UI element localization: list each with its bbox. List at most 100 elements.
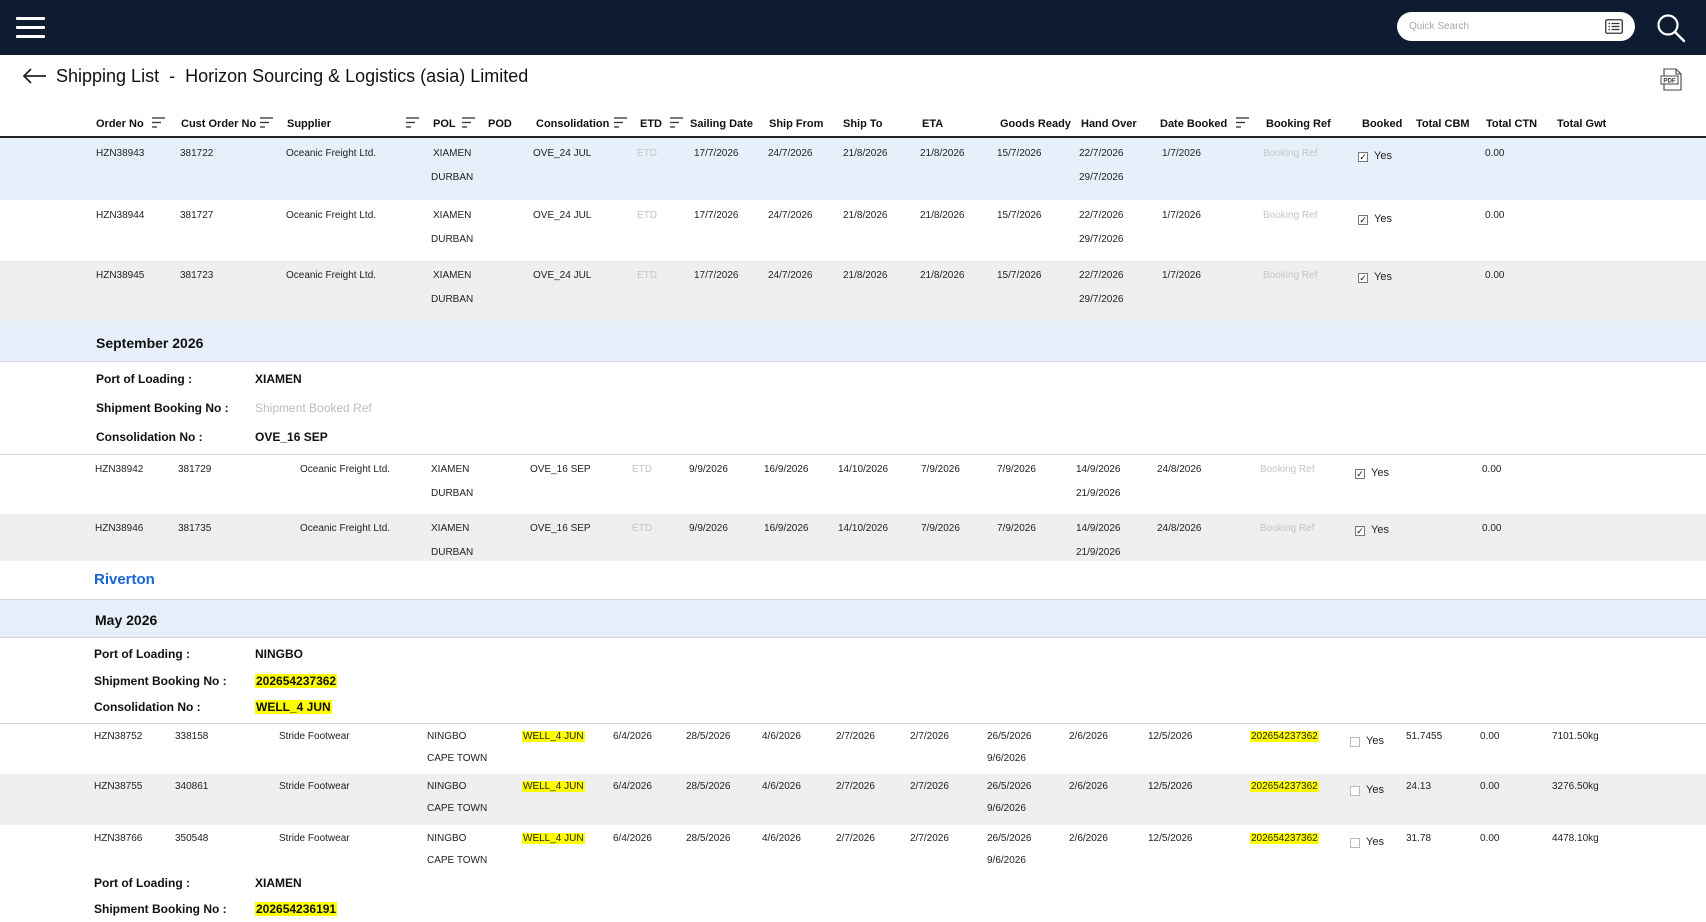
table-row[interactable]: HZN38946 381735 Oceanic Freight Ltd. XIA… (0, 514, 1706, 561)
consolidation: WELL_4 JUN (522, 833, 585, 844)
booking-ref-field[interactable]: Booking Ref (1260, 523, 1315, 534)
col-goods-ready[interactable]: Goods Ready (1000, 118, 1071, 130)
etd-field[interactable]: ETD (637, 270, 657, 281)
pol: XIAMEN (431, 464, 470, 475)
etd-field[interactable]: ETD (637, 148, 657, 159)
order-no[interactable]: HZN38942 (95, 464, 144, 475)
hand-over: 22/7/2026 (1079, 148, 1124, 159)
search-icon[interactable] (1656, 13, 1686, 43)
col-total-gwt[interactable]: Total Gwt (1557, 118, 1607, 130)
col-booked[interactable]: Booked (1362, 118, 1403, 130)
booked-checkbox[interactable] (1350, 786, 1360, 796)
eta: 7/9/2026 (921, 523, 960, 534)
order-no[interactable]: HZN38943 (96, 148, 145, 159)
booking-ref: 202654237362 (1250, 833, 1319, 844)
eta: 7/9/2026 (921, 464, 960, 475)
etd: 6/4/2026 (613, 781, 652, 792)
hand-over: 2/6/2026 (1069, 731, 1108, 742)
consolidation: OVE_16 SEP (530, 523, 591, 534)
col-hand-over[interactable]: Hand Over (1081, 118, 1137, 130)
order-no[interactable]: HZN38752 (94, 731, 143, 742)
booking-ref-field[interactable]: Booking Ref (1263, 148, 1318, 159)
booked-checkbox[interactable] (1350, 838, 1360, 848)
pdf-export-icon[interactable]: PDF (1660, 68, 1682, 91)
consolidation: OVE_24 JUL (533, 270, 592, 281)
total-ctn: 0.00 (1485, 148, 1505, 159)
booked-checkbox[interactable]: ✓ (1358, 151, 1368, 162)
date-booked: 24/8/2026 (1157, 464, 1202, 475)
col-pod[interactable]: POD (488, 118, 512, 130)
order-no[interactable]: HZN38944 (96, 210, 145, 221)
table-row[interactable]: HZN38944 381727 Oceanic Freight Ltd. XIA… (0, 200, 1706, 261)
col-supplier[interactable]: Supplier (287, 118, 332, 130)
col-etd[interactable]: ETD (640, 118, 662, 130)
table-row[interactable]: HZN38943 381722 Oceanic Freight Ltd. XIA… (0, 138, 1706, 200)
etd-field[interactable]: ETD (632, 464, 652, 475)
booking-ref-field[interactable]: Booking Ref (1263, 270, 1318, 281)
table-row[interactable]: HZN38766 350548 Stride Footwear NINGBO C… (0, 825, 1706, 875)
quick-search-input[interactable] (1409, 18, 1589, 35)
back-arrow-icon[interactable] (22, 67, 47, 85)
pod: DURBAN (431, 547, 474, 558)
col-ship-to[interactable]: Ship To (843, 118, 883, 130)
consolidation-no-label: Consolidation No : (96, 430, 203, 444)
consolidation: OVE_16 SEP (530, 464, 591, 475)
quick-search-box[interactable] (1397, 12, 1635, 41)
col-consolidation[interactable]: Consolidation (536, 118, 610, 130)
col-ship-from[interactable]: Ship From (769, 118, 824, 130)
order-no[interactable]: HZN38766 (94, 833, 143, 844)
booking-ref-field[interactable]: Booking Ref (1263, 210, 1318, 221)
sort-order-no-icon[interactable] (152, 117, 165, 128)
col-total-cbm[interactable]: Total CBM (1416, 118, 1470, 130)
col-cust-order-no[interactable]: Cust Order No (181, 118, 257, 130)
order-no[interactable]: HZN38755 (94, 781, 143, 792)
table-row[interactable]: HZN38945 381723 Oceanic Freight Ltd. XIA… (0, 261, 1706, 321)
order-no[interactable]: HZN38946 (95, 523, 144, 534)
col-date-booked[interactable]: Date Booked (1160, 118, 1228, 130)
cust-order-no: 338158 (175, 731, 209, 742)
etd-field[interactable]: ETD (632, 523, 652, 534)
table-row[interactable]: HZN38755 340861 Stride Footwear NINGBO C… (0, 774, 1706, 825)
col-booking-ref[interactable]: Booking Ref (1266, 118, 1331, 130)
booked-checkbox[interactable] (1350, 737, 1360, 747)
eta: 21/8/2026 (920, 148, 965, 159)
pod: CAPE TOWN (427, 803, 488, 814)
goods-ready: 7/9/2026 (997, 464, 1036, 475)
sort-date-booked-icon[interactable] (1236, 117, 1249, 128)
booked-checkbox[interactable]: ✓ (1355, 468, 1365, 479)
pod: DURBAN (431, 234, 474, 245)
list-view-icon[interactable] (1605, 19, 1623, 34)
shipment-booking-no-value: 202654236191 (255, 902, 338, 916)
shipment-booked-ref-input[interactable]: Shipment Booked Ref (255, 401, 372, 415)
sort-pol-icon[interactable] (462, 117, 475, 128)
group-title-riverton[interactable]: Riverton (94, 571, 155, 588)
sort-supplier-icon[interactable] (406, 117, 419, 128)
order-no[interactable]: HZN38945 (96, 270, 145, 281)
sort-consolidation-icon[interactable] (614, 117, 627, 128)
table-row[interactable]: HZN38752 338158 Stride Footwear NINGBO C… (0, 724, 1706, 774)
total-cbm: 31.78 (1406, 833, 1432, 844)
etd-field[interactable]: ETD (637, 210, 657, 221)
col-order-no[interactable]: Order No (96, 118, 144, 130)
col-pol[interactable]: POL (433, 118, 456, 130)
col-sailing-date[interactable]: Sailing Date (690, 118, 753, 130)
hand-over-2: 29/7/2026 (1079, 172, 1124, 183)
date-booked: 12/5/2026 (1148, 781, 1193, 792)
booked-checkbox[interactable]: ✓ (1358, 214, 1368, 225)
sort-etd-icon[interactable] (670, 117, 683, 128)
sailing-date: 9/9/2026 (689, 523, 728, 534)
hand-over-2: 21/9/2026 (1076, 488, 1121, 499)
col-eta[interactable]: ETA (922, 118, 944, 130)
booking-ref-field[interactable]: Booking Ref (1260, 464, 1315, 475)
ship-to: 14/10/2026 (838, 523, 889, 534)
menu-icon[interactable] (16, 15, 45, 39)
booked-checkbox[interactable]: ✓ (1358, 272, 1368, 283)
sort-cust-order-no-icon[interactable] (260, 117, 273, 128)
sailing-date: 17/7/2026 (694, 210, 739, 221)
col-total-ctn[interactable]: Total CTN (1486, 118, 1538, 130)
page-title: Shipping List - Horizon Sourcing & Logisti… (56, 66, 528, 87)
consolidation: WELL_4 JUN (522, 731, 585, 742)
table-row[interactable]: HZN38942 381729 Oceanic Freight Ltd. XIA… (0, 455, 1706, 514)
consolidation-no-highlight: WELL_4 JUN (255, 700, 332, 714)
booked-checkbox[interactable]: ✓ (1355, 525, 1365, 536)
